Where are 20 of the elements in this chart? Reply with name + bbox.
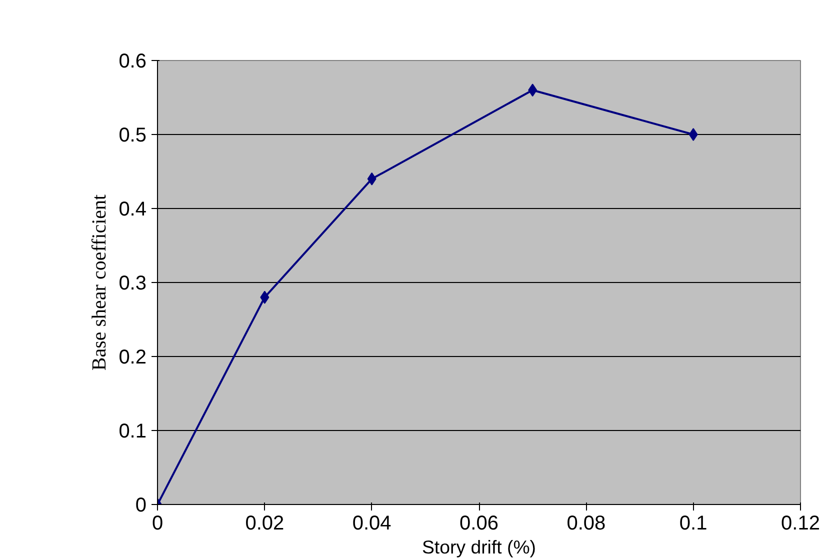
y-tick-label: 0.1 — [118, 420, 147, 442]
point — [260, 290, 270, 304]
x-tick-label: 0 — [152, 512, 164, 534]
y-tick-label: 0.2 — [118, 346, 147, 368]
y-tick-label: 0.4 — [118, 198, 147, 220]
point — [367, 172, 376, 186]
point — [688, 128, 698, 141]
x-axis-title: Story drift (%) — [422, 536, 536, 558]
x-tick-label: 0.1 — [679, 512, 708, 534]
point — [528, 84, 538, 97]
y-tick-label: 0.6 — [118, 50, 147, 72]
y-tick-label: 0.3 — [118, 272, 147, 294]
y-tick-label: 0.5 — [118, 124, 147, 146]
y-axis-title: Base shear coefficient — [88, 194, 110, 371]
x-tick-label: 0.08 — [566, 512, 606, 534]
y-tick-label: 0 — [135, 494, 146, 516]
x-tick-label: 0.04 — [352, 512, 392, 534]
x-tick-label: 0.06 — [460, 512, 498, 534]
x-tick-label: 0.12 — [781, 512, 820, 534]
x-tick-label: 0.02 — [245, 512, 284, 534]
